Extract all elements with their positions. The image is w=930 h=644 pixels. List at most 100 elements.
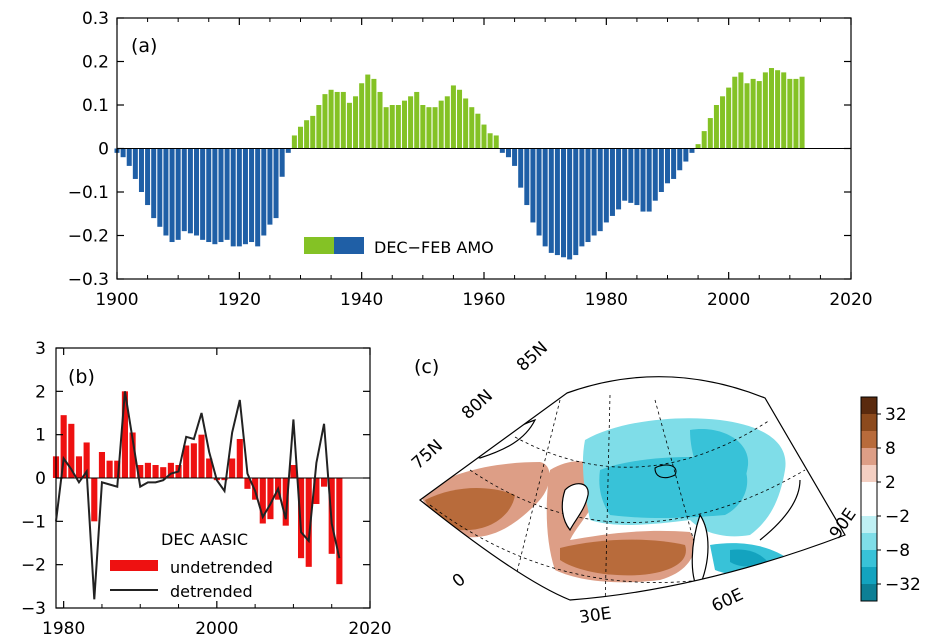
amo-bar (145, 148, 151, 206)
amo-bar (359, 83, 365, 149)
amo-bar (138, 148, 144, 192)
amo-bar (371, 78, 377, 149)
aasic-bar (167, 462, 174, 478)
panel-b-label: (b) (68, 366, 95, 388)
aasic-bar (83, 442, 90, 478)
amo-bar (585, 148, 591, 243)
amo-bar (573, 148, 579, 256)
colorbar-label: 2 (885, 473, 896, 493)
x-tick-label: 2020 (348, 619, 391, 639)
aasic-bar (68, 423, 75, 478)
y-tick-label: 0.1 (82, 96, 109, 116)
amo-bar (775, 70, 781, 149)
amo-bar (536, 148, 542, 236)
amo-bar (762, 72, 768, 149)
aasic-bar (229, 458, 236, 478)
colorbar-label: −32 (885, 575, 921, 595)
amo-bar (707, 118, 713, 149)
x-tick-label: 1960 (462, 290, 505, 310)
amo-bar (285, 148, 291, 153)
amo-bar (126, 148, 132, 166)
x-tick-label: 2000 (707, 290, 750, 310)
aasic-bar (106, 460, 113, 478)
amo-bar (230, 148, 236, 247)
legend-undetrended-label: undetrended (170, 558, 273, 577)
map-anomaly-field (420, 394, 845, 600)
y-tick-label: 0 (98, 140, 109, 160)
amo-bar (120, 148, 126, 158)
amo-bar (469, 107, 475, 149)
aasic-bar (221, 478, 228, 481)
aasic-bar (160, 467, 167, 478)
aasic-bar (91, 478, 98, 522)
amo-bar (781, 72, 787, 149)
aasic-bar (121, 391, 128, 478)
amo-bar (218, 148, 224, 243)
amo-bar (194, 148, 200, 236)
coastline-east (759, 479, 801, 541)
amo-bar (603, 148, 609, 223)
amo-bar (236, 148, 242, 247)
legend-undetrended-swatch (110, 560, 158, 571)
amo-bar (720, 96, 726, 149)
map-frame (419, 376, 846, 601)
amo-bar (732, 76, 738, 149)
y-tick-label: 3 (35, 339, 46, 359)
amo-bar (768, 68, 774, 149)
amo-bar (273, 148, 279, 219)
meridian-0 (509, 399, 561, 600)
amo-bar (267, 148, 273, 225)
amo-bar (346, 102, 352, 149)
amo-bar (750, 78, 756, 149)
colorbar-swatch (861, 448, 877, 465)
aasic-bar (190, 443, 197, 478)
amo-bar (408, 96, 414, 149)
amo-bar (316, 105, 322, 149)
colorbar-swatch (861, 499, 877, 516)
x-tick-label: 2020 (829, 290, 872, 310)
amo-bar (689, 148, 695, 153)
coastline-svalbard (561, 483, 589, 532)
amo-bar (200, 148, 206, 240)
colorbar-swatch (861, 584, 877, 601)
amo-bar (481, 124, 487, 149)
aasic-bar (236, 439, 243, 478)
amo-bar (383, 107, 389, 149)
lon-label-60e: 60E (709, 585, 747, 617)
aasic-bar (198, 434, 205, 478)
panel-a-amo-chart: 1900 1920 1940 1960 1980 2000 2020 0.3 0.2 0.1 0 −0… (68, 9, 873, 310)
amo-bar (353, 96, 359, 149)
lon-label-30e: 30E (578, 604, 613, 628)
amo-bar (463, 98, 469, 149)
amo-bar (787, 78, 793, 149)
amo-bar (261, 148, 267, 236)
amo-bar (744, 83, 750, 149)
y-tick-label: 0 (35, 469, 46, 489)
legend-spacer (113, 542, 137, 544)
meridian-60e (654, 399, 711, 600)
amo-bar (291, 135, 297, 149)
colorbar-swatch (861, 516, 877, 533)
amo-bar (524, 148, 530, 206)
aasic-detrended-line (55, 391, 341, 600)
y-tick-label: −0.2 (68, 227, 109, 247)
amo-bar (640, 148, 646, 212)
x-tick-label: 1980 (42, 619, 85, 639)
x-tick-label: 2000 (195, 619, 238, 639)
panel-c-label: (c) (414, 356, 439, 378)
amo-bar (187, 148, 193, 234)
amo-bars (114, 68, 805, 260)
amo-bar (609, 148, 615, 216)
aasic-bar (75, 456, 83, 478)
colorbar-label: −2 (885, 507, 910, 527)
aasic-bar (152, 465, 159, 478)
amo-bar (634, 148, 640, 206)
x-tick-label: 1980 (585, 290, 628, 310)
aasic-bar (114, 460, 121, 478)
aasic-bar (313, 478, 320, 504)
aasic-bar (183, 445, 190, 478)
legend-detrended-label: detrended (170, 582, 253, 601)
y-tick-label: 2 (35, 382, 46, 402)
amo-bar (616, 148, 622, 210)
